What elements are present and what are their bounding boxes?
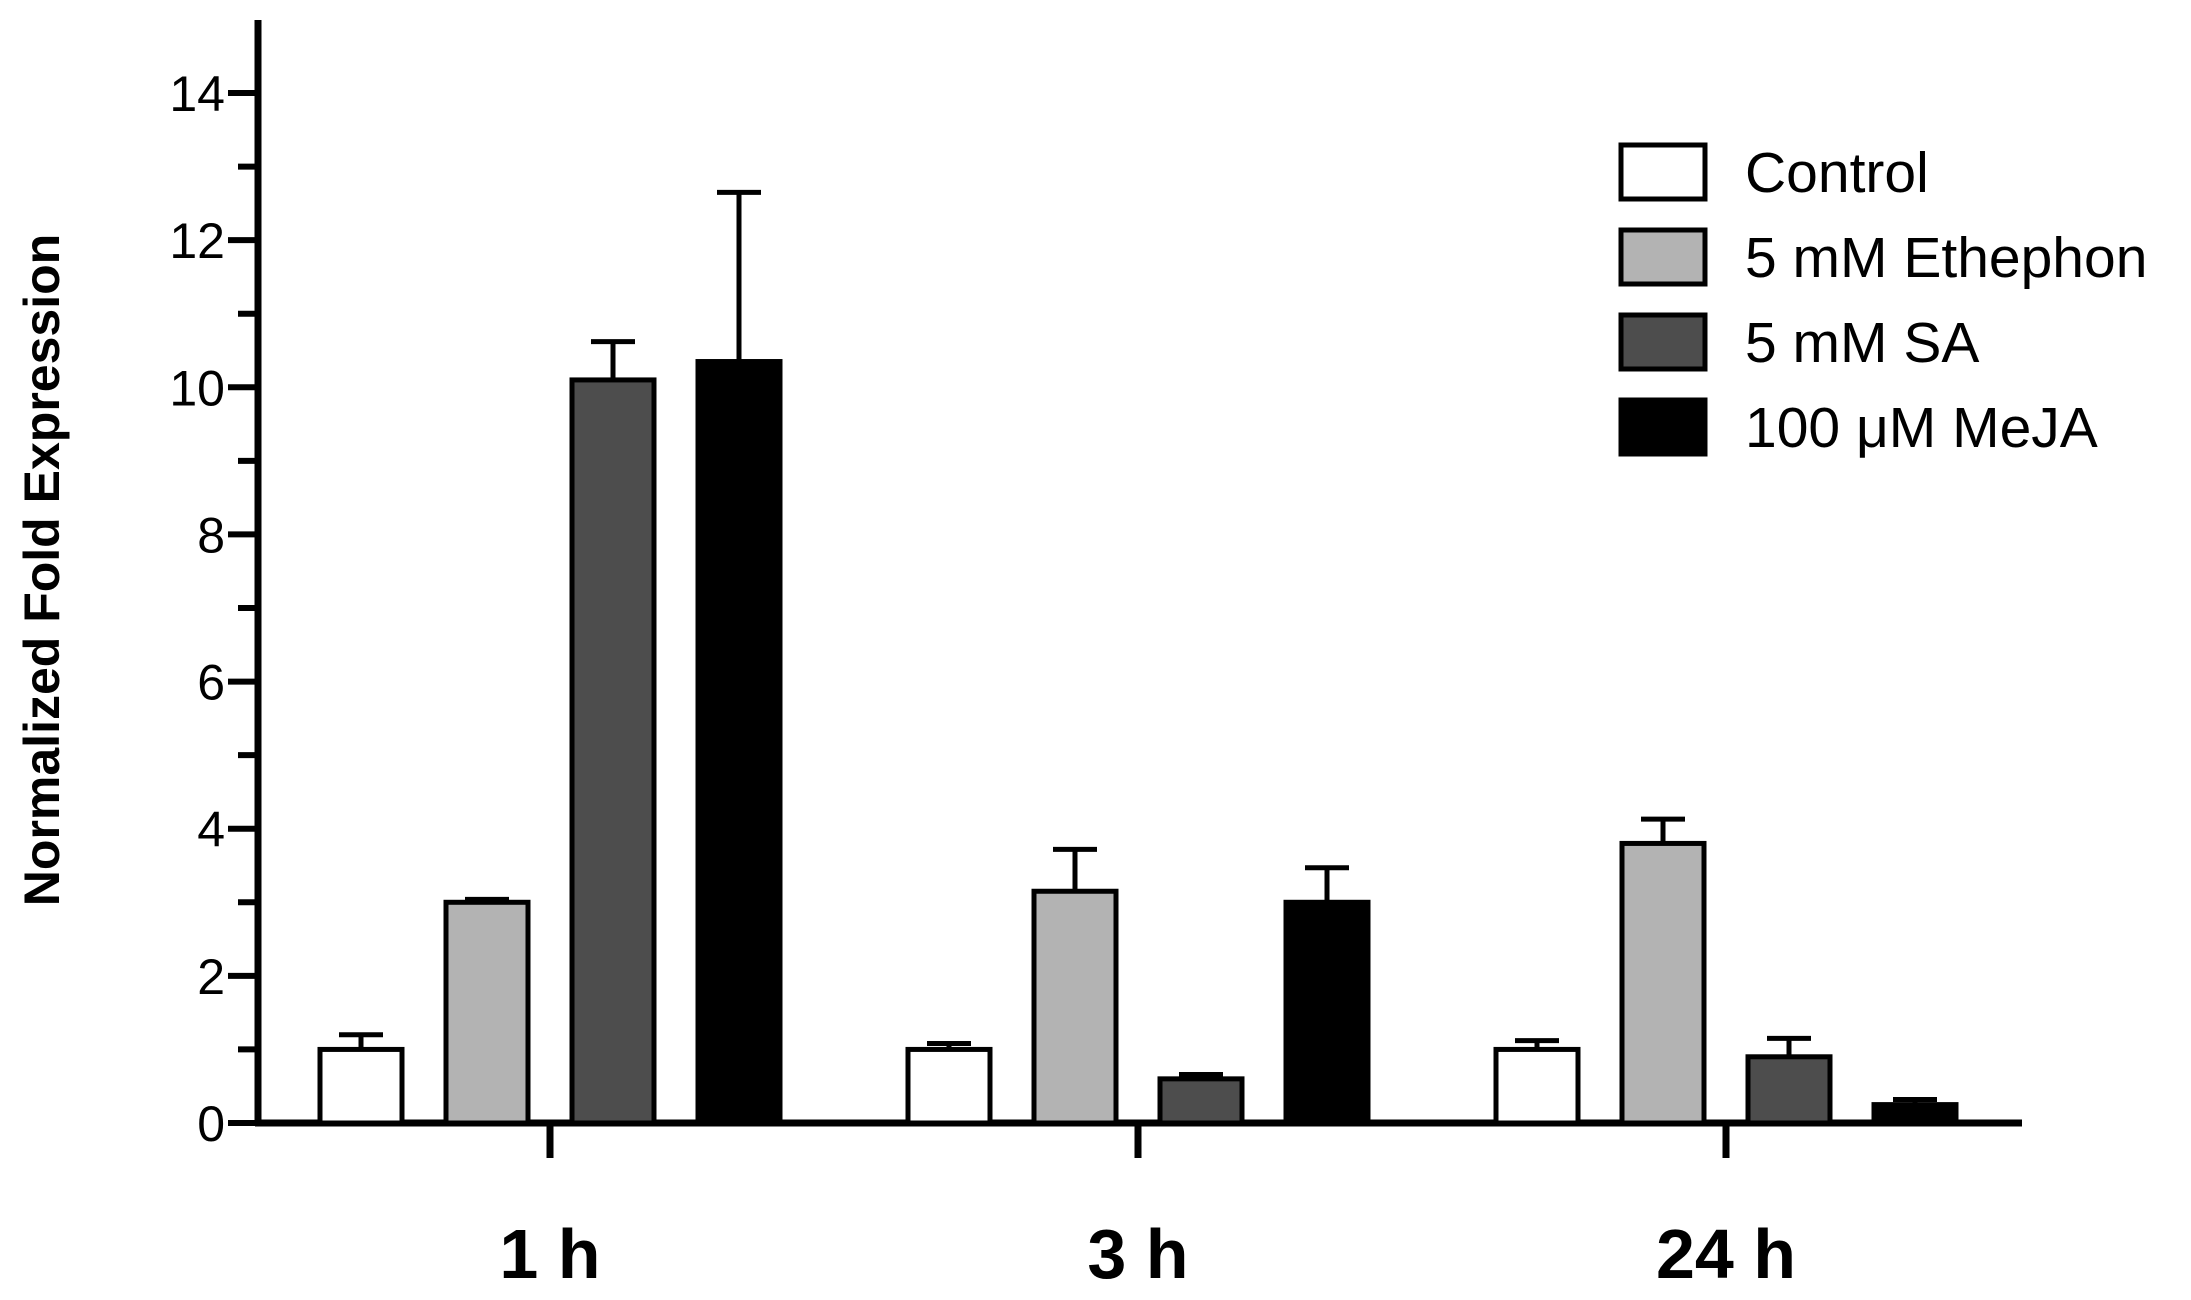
axes: 0 2 4 6 8 10 12 14 1 h 3 h 24 h (169, 20, 2022, 1293)
bar (905, 1046, 993, 1126)
y-tick-label: 4 (197, 802, 225, 858)
bar (1283, 899, 1371, 1126)
y-tick-label: 12 (169, 213, 225, 269)
y-tick-label: 14 (169, 66, 225, 122)
bar (1871, 1102, 1959, 1126)
legend-label: Control (1745, 141, 1929, 205)
x-category-label: 3 h (1087, 1215, 1188, 1293)
legend-swatch (1618, 142, 1708, 202)
bar (317, 1046, 405, 1126)
legend-label: 100 μM MeJA (1745, 396, 2098, 460)
y-tick-label: 2 (197, 949, 225, 1005)
y-tick-label: 10 (169, 360, 225, 416)
bar (569, 377, 657, 1126)
bar (1031, 888, 1119, 1126)
legend-swatch (1618, 397, 1708, 457)
y-tick-label: 8 (197, 507, 225, 563)
bar (1493, 1046, 1581, 1126)
y-tick-label: 6 (197, 655, 225, 711)
y-tick-label: 0 (197, 1096, 225, 1152)
legend-swatch (1618, 312, 1708, 372)
legend: Control 5 mM Ethephon 5 mM SA 100 μM MeJA (1618, 141, 2147, 460)
legend-swatch (1618, 227, 1708, 287)
bar (1619, 840, 1707, 1126)
legend-label: 5 mM SA (1745, 311, 1979, 375)
legend-label: 5 mM Ethephon (1745, 226, 2147, 290)
bar (443, 899, 531, 1126)
bar (1157, 1076, 1245, 1126)
x-category-label: 1 h (499, 1215, 600, 1293)
bars (317, 189, 1959, 1126)
x-category-label: 24 h (1656, 1215, 1796, 1293)
bar (1745, 1054, 1833, 1126)
bar (695, 359, 783, 1126)
y-axis-label: Normalized Fold Expression (14, 234, 70, 906)
